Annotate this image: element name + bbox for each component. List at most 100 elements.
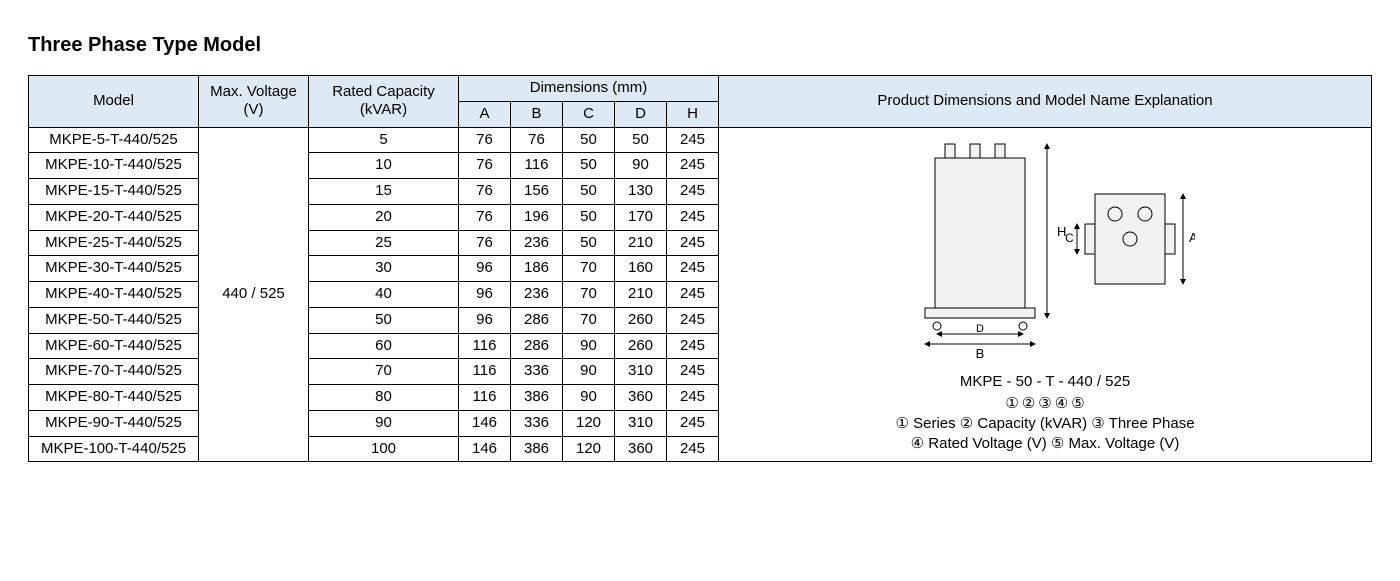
cell-voltage: 440 / 525 (199, 127, 309, 462)
cell-dim-d: 310 (615, 359, 667, 385)
cell-capacity: 90 (309, 410, 459, 436)
cell-dim-h: 245 (667, 282, 719, 308)
cell-dim-d: 210 (615, 282, 667, 308)
cell-dim-a: 116 (459, 385, 511, 411)
spec-table: Model Max. Voltage (V) Rated Capacity (k… (28, 75, 1372, 462)
cell-dim-c: 50 (563, 204, 615, 230)
cell-dim-c: 70 (563, 307, 615, 333)
cell-capacity: 100 (309, 436, 459, 462)
cell-capacity: 30 (309, 256, 459, 282)
cell-dim-c: 50 (563, 230, 615, 256)
cell-dim-d: 90 (615, 153, 667, 179)
marker: ① (1005, 394, 1018, 414)
col-explanation: Product Dimensions and Model Name Explan… (719, 76, 1372, 128)
cell-capacity: 5 (309, 127, 459, 153)
col-dim-c: C (563, 101, 615, 127)
cell-dim-b: 196 (511, 204, 563, 230)
cell-dim-b: 116 (511, 153, 563, 179)
cell-capacity: 15 (309, 179, 459, 205)
table-row: MKPE-5-T-440/525440 / 525576765050245 B … (29, 127, 1372, 153)
cell-dim-d: 160 (615, 256, 667, 282)
cell-model: MKPE-70-T-440/525 (29, 359, 199, 385)
col-capacity: Rated Capacity (kVAR) (309, 76, 459, 128)
explanation-line: ① Series ② Capacity (kVAR) ③ Three Phase (725, 414, 1365, 434)
cell-capacity: 20 (309, 204, 459, 230)
marker: ⑤ (1071, 394, 1084, 414)
cell-dim-d: 210 (615, 230, 667, 256)
cell-dim-b: 76 (511, 127, 563, 153)
table-header: Model Max. Voltage (V) Rated Capacity (k… (29, 76, 1372, 128)
cell-dim-c: 50 (563, 127, 615, 153)
cell-dim-a: 146 (459, 410, 511, 436)
cell-dim-c: 90 (563, 385, 615, 411)
col-dim-a: A (459, 101, 511, 127)
cell-capacity: 40 (309, 282, 459, 308)
col-model: Model (29, 76, 199, 128)
cell-dim-d: 360 (615, 385, 667, 411)
cell-dim-h: 245 (667, 359, 719, 385)
cell-capacity: 50 (309, 307, 459, 333)
cell-dim-h: 245 (667, 230, 719, 256)
example-model-string: MKPE - 50 - T - 440 / 525 (725, 372, 1365, 392)
cell-dim-a: 76 (459, 127, 511, 153)
svg-text:A: A (1189, 230, 1195, 245)
cell-dim-d: 360 (615, 436, 667, 462)
cell-dim-a: 96 (459, 307, 511, 333)
cell-dim-b: 286 (511, 307, 563, 333)
cell-dim-a: 146 (459, 436, 511, 462)
cell-model: MKPE-10-T-440/525 (29, 153, 199, 179)
cell-dim-a: 116 (459, 359, 511, 385)
cell-model: MKPE-30-T-440/525 (29, 256, 199, 282)
example-model-markers: ①②③④⑤ (1005, 394, 1084, 414)
cell-dim-h: 245 (667, 204, 719, 230)
cell-dim-a: 76 (459, 153, 511, 179)
cell-dim-h: 245 (667, 436, 719, 462)
svg-text:D: D (976, 323, 984, 335)
cell-dim-h: 245 (667, 127, 719, 153)
cell-model: MKPE-50-T-440/525 (29, 307, 199, 333)
cell-dim-c: 120 (563, 410, 615, 436)
cell-dim-c: 90 (563, 359, 615, 385)
cell-dim-h: 245 (667, 153, 719, 179)
cell-dim-c: 90 (563, 333, 615, 359)
cell-capacity: 60 (309, 333, 459, 359)
cell-model: MKPE-25-T-440/525 (29, 230, 199, 256)
cell-dim-a: 116 (459, 333, 511, 359)
cell-model: MKPE-20-T-440/525 (29, 204, 199, 230)
cell-dim-c: 50 (563, 179, 615, 205)
cell-dim-b: 286 (511, 333, 563, 359)
cell-capacity: 25 (309, 230, 459, 256)
cell-capacity: 80 (309, 385, 459, 411)
cell-dim-h: 245 (667, 256, 719, 282)
cell-dim-b: 336 (511, 359, 563, 385)
svg-text:C: C (1065, 231, 1074, 245)
cell-dim-a: 76 (459, 204, 511, 230)
cell-dim-c: 120 (563, 436, 615, 462)
cell-capacity: 70 (309, 359, 459, 385)
cell-dim-h: 245 (667, 333, 719, 359)
cell-model: MKPE-40-T-440/525 (29, 282, 199, 308)
cell-dim-d: 260 (615, 307, 667, 333)
cell-model: MKPE-15-T-440/525 (29, 179, 199, 205)
model-name-explanation: MKPE - 50 - T - 440 / 525①②③④⑤① Series ②… (725, 372, 1365, 455)
cell-dim-c: 70 (563, 256, 615, 282)
explanation-cell: B D H A C MKPE - 50 - T - 440 / 525①②③④⑤… (719, 127, 1372, 462)
cell-dim-b: 156 (511, 179, 563, 205)
cell-dim-a: 96 (459, 282, 511, 308)
col-dim-b: B (511, 101, 563, 127)
col-dim-h: H (667, 101, 719, 127)
diagram-wrap: B D H A C MKPE - 50 - T - 440 / 525①②③④⑤… (725, 134, 1365, 455)
cell-dim-a: 76 (459, 179, 511, 205)
cell-model: MKPE-60-T-440/525 (29, 333, 199, 359)
cell-dim-b: 336 (511, 410, 563, 436)
cell-dim-c: 70 (563, 282, 615, 308)
cell-dim-h: 245 (667, 385, 719, 411)
cell-model: MKPE-90-T-440/525 (29, 410, 199, 436)
cell-dim-d: 260 (615, 333, 667, 359)
cell-capacity: 10 (309, 153, 459, 179)
cell-dim-b: 186 (511, 256, 563, 282)
marker: ④ (1055, 394, 1068, 414)
cell-dim-d: 50 (615, 127, 667, 153)
cell-dim-c: 50 (563, 153, 615, 179)
col-dimensions-group: Dimensions (mm) (459, 76, 719, 102)
